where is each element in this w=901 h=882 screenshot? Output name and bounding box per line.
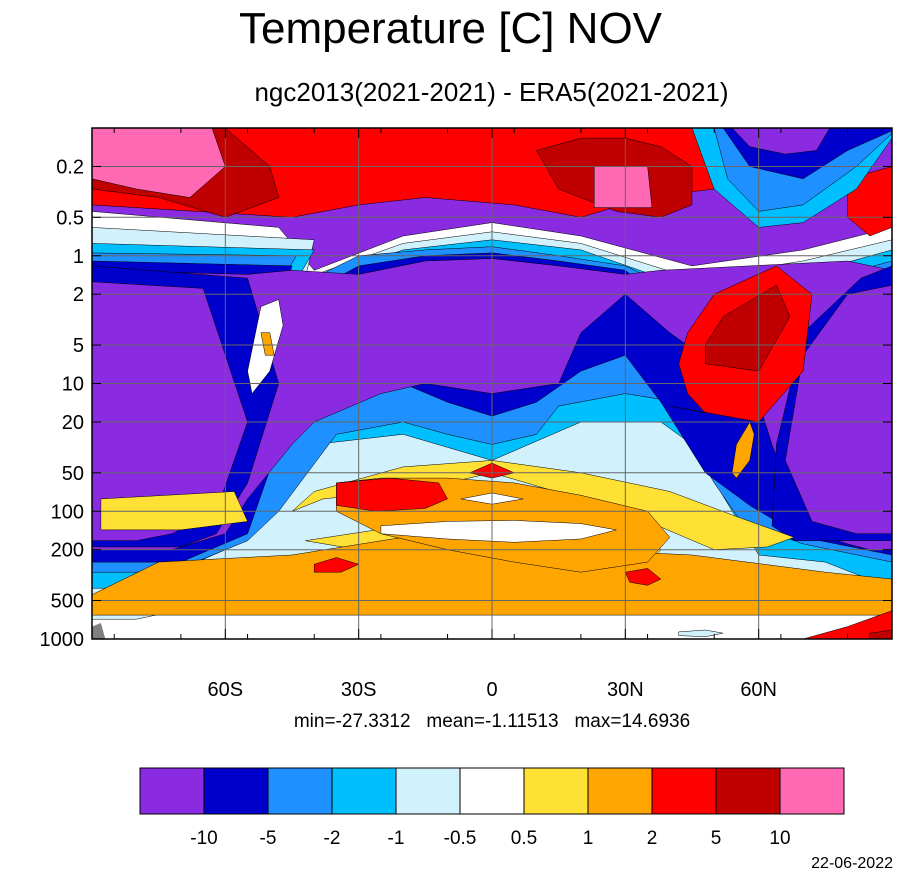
colorbar-label-2: -2 <box>324 828 341 849</box>
y-tick-label-8: 100 <box>51 501 84 523</box>
y-tick-label-0: 0.2 <box>56 156 84 178</box>
stat-mean: mean=-1.11513 <box>426 711 559 732</box>
contour-region-33 <box>731 128 831 155</box>
x-tick-label-0: 60S <box>208 679 244 701</box>
y-tick-label-2: 1 <box>73 246 84 268</box>
stat-max: max=14.6936 <box>574 711 691 732</box>
contour-region-29 <box>593 166 653 208</box>
missing-data-patch <box>92 623 106 639</box>
colorbar-label-5: 0.5 <box>511 828 537 849</box>
colorbar-label-4: -0.5 <box>444 828 477 849</box>
colorbar-label-9: 10 <box>769 828 790 849</box>
colorbar-box-3 <box>331 767 397 815</box>
colorbar-box-5 <box>459 767 525 815</box>
chart-title: Temperature [C] NOV <box>238 4 663 53</box>
y-tick-label-7: 50 <box>62 463 84 485</box>
colorbar-box-0 <box>139 767 205 815</box>
x-tick-label-2: 0 <box>486 679 497 701</box>
contour-region-9 <box>785 284 892 534</box>
colorbar-box-10 <box>779 767 845 815</box>
y-tick-label-11: 1000 <box>40 629 85 651</box>
x-tick-label-4: 60N <box>740 679 777 701</box>
colorbar-label-1: -5 <box>260 828 277 849</box>
colorbar-label-3: -1 <box>388 828 405 849</box>
colorbar-box-2 <box>267 767 333 815</box>
x-tick-label-3: 30N <box>607 679 644 701</box>
colorbar-label-0: -10 <box>190 828 217 849</box>
colorbar-label-6: 1 <box>583 828 594 849</box>
contour-region-10 <box>100 491 248 531</box>
colorbar-label-7: 2 <box>647 828 658 849</box>
contour-region-28 <box>92 128 226 198</box>
colorbar-box-4 <box>395 767 461 815</box>
y-tick-label-6: 20 <box>62 412 84 434</box>
contour-region-38 <box>260 332 275 356</box>
y-tick-label-1: 0.5 <box>56 207 84 229</box>
contour-region-17 <box>625 568 662 586</box>
colorbar-box-9 <box>715 767 781 815</box>
colorbar-box-8 <box>651 767 717 815</box>
colorbar-label-8: 5 <box>711 828 722 849</box>
colorbar-box-7 <box>587 767 653 815</box>
contour-region-21 <box>793 610 892 639</box>
contour-region-22 <box>869 629 892 639</box>
stat-min: min=-27.3312 <box>293 711 411 732</box>
contour-region-15 <box>336 477 448 512</box>
contour-region-16 <box>313 557 359 573</box>
chart-subtitle: ngc2013(2021-2021) - ERA5(2021-2021) <box>254 77 729 107</box>
stats-line: min=-27.3312 mean=-1.11513 max=14.6936 <box>92 711 892 733</box>
y-tick-label-4: 5 <box>73 335 84 357</box>
colorbar-box-1 <box>203 767 269 815</box>
contour-region-36 <box>731 421 755 479</box>
colorbar-box-6 <box>523 767 589 815</box>
x-tick-label-1: 30S <box>341 679 377 701</box>
y-tick-label-9: 200 <box>51 540 84 562</box>
contour-region-20 <box>380 520 617 543</box>
y-tick-label-5: 10 <box>62 374 84 396</box>
y-tick-label-10: 500 <box>51 591 84 613</box>
y-tick-label-3: 2 <box>73 284 84 306</box>
date-stamp: 22-06-2022 <box>811 855 893 872</box>
